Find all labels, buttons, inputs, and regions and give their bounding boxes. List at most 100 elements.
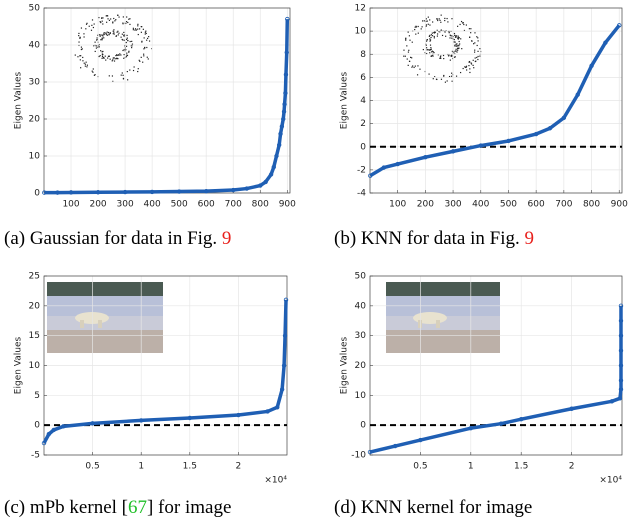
inset-dot (429, 38, 431, 40)
data-point (275, 405, 280, 410)
inset-dot (477, 50, 479, 52)
inset-dot (101, 57, 103, 59)
y-tick-label: 0 (34, 421, 40, 431)
inset-dot (423, 20, 425, 22)
inset-dot (420, 28, 422, 30)
inset-dot (94, 50, 96, 53)
inset-dot (458, 37, 460, 39)
y-tick-label: 40 (29, 41, 41, 51)
inset-dot (449, 37, 451, 39)
inset-dot (449, 35, 452, 37)
data-point (244, 186, 249, 191)
inset-dot (425, 40, 428, 42)
inset-dot (80, 67, 82, 69)
inset-dot (458, 47, 460, 49)
x-tick-label: 200 (89, 200, 106, 210)
inset-dot (125, 22, 127, 25)
inset-dot (433, 35, 435, 38)
inset-dot (456, 45, 458, 47)
inset-dot (85, 61, 87, 63)
inset-dot (415, 33, 417, 35)
inset-dot (84, 65, 86, 67)
data-point (263, 179, 268, 185)
inset-dot (455, 45, 457, 47)
data-point (618, 387, 624, 392)
inset-dot (105, 15, 107, 17)
y-tick-label: 20 (29, 301, 41, 311)
inset-dot (457, 25, 459, 27)
inset-dot (443, 75, 445, 77)
data-point (276, 142, 282, 148)
inset-dot (463, 29, 466, 32)
inset-dot (113, 17, 115, 20)
inset-dot (100, 50, 102, 52)
inset-dot (123, 53, 125, 56)
inset-dot (112, 21, 114, 23)
inset-dot (417, 32, 419, 34)
data-point (618, 378, 624, 383)
inset-dot (430, 34, 432, 36)
inset-dot (465, 24, 467, 26)
y-tick-label: 10 (29, 152, 41, 162)
inset-dot (469, 36, 471, 38)
inset-dot (453, 56, 456, 58)
inset-dot (144, 33, 146, 35)
inset-dot (453, 32, 456, 35)
inset-dot (140, 26, 142, 28)
inset-dot (429, 44, 432, 46)
inset-dot (140, 31, 142, 33)
inset-dot (437, 54, 439, 56)
x-tick-label: 800 (583, 200, 600, 210)
plot-frame (369, 7, 623, 194)
inset-dot (125, 41, 127, 44)
inset-dot (436, 33, 439, 35)
inset-dot (451, 35, 453, 37)
y-tick-label: -5 (31, 451, 40, 461)
inset-dot (439, 57, 441, 59)
inset-dot (132, 27, 134, 29)
inset-dot (112, 33, 114, 35)
inset-dot (411, 57, 413, 59)
inset-dot (108, 33, 110, 35)
inset-dot (145, 32, 147, 35)
inset-dot (477, 58, 479, 61)
data-point (90, 421, 95, 426)
inset-dot (451, 80, 453, 82)
data-point (279, 387, 285, 392)
inset-dot (460, 38, 462, 40)
inset-dot (433, 32, 436, 34)
inset-dot (137, 25, 139, 27)
x-tick-label: 200 (417, 200, 434, 210)
inset-dot (123, 49, 125, 51)
data-point (278, 131, 283, 136)
inset-dot (96, 45, 98, 47)
x-tick-label: 500 (171, 200, 188, 210)
inset-dot (113, 57, 115, 59)
inset-dot (445, 35, 447, 37)
inset-dot (454, 44, 456, 46)
inset-dot (455, 75, 458, 77)
caption-part: 67 (128, 497, 147, 518)
inset-image (47, 282, 163, 353)
x-tick-label: 2 (569, 462, 575, 472)
inset-dot (95, 47, 98, 49)
inset-dot (118, 16, 120, 18)
data-point (46, 431, 52, 437)
caption-part: (a) Gaussian for data in Fig. (4, 228, 222, 249)
y-axis-label: Eigen Values (14, 336, 24, 394)
inset-dot (416, 74, 419, 76)
inset-dot (444, 19, 446, 22)
inset-dot (476, 56, 478, 59)
inset-dot (102, 23, 104, 25)
inset-dot (425, 20, 427, 22)
inset-dot (421, 20, 424, 22)
data-point (368, 173, 373, 178)
inset-dot (474, 32, 476, 34)
inset-dot (431, 51, 433, 53)
inset-dot (127, 39, 129, 42)
inset-dot (436, 18, 439, 20)
inset-dot (100, 21, 102, 24)
inset-dot (80, 27, 83, 29)
inset-dot (448, 54, 450, 56)
